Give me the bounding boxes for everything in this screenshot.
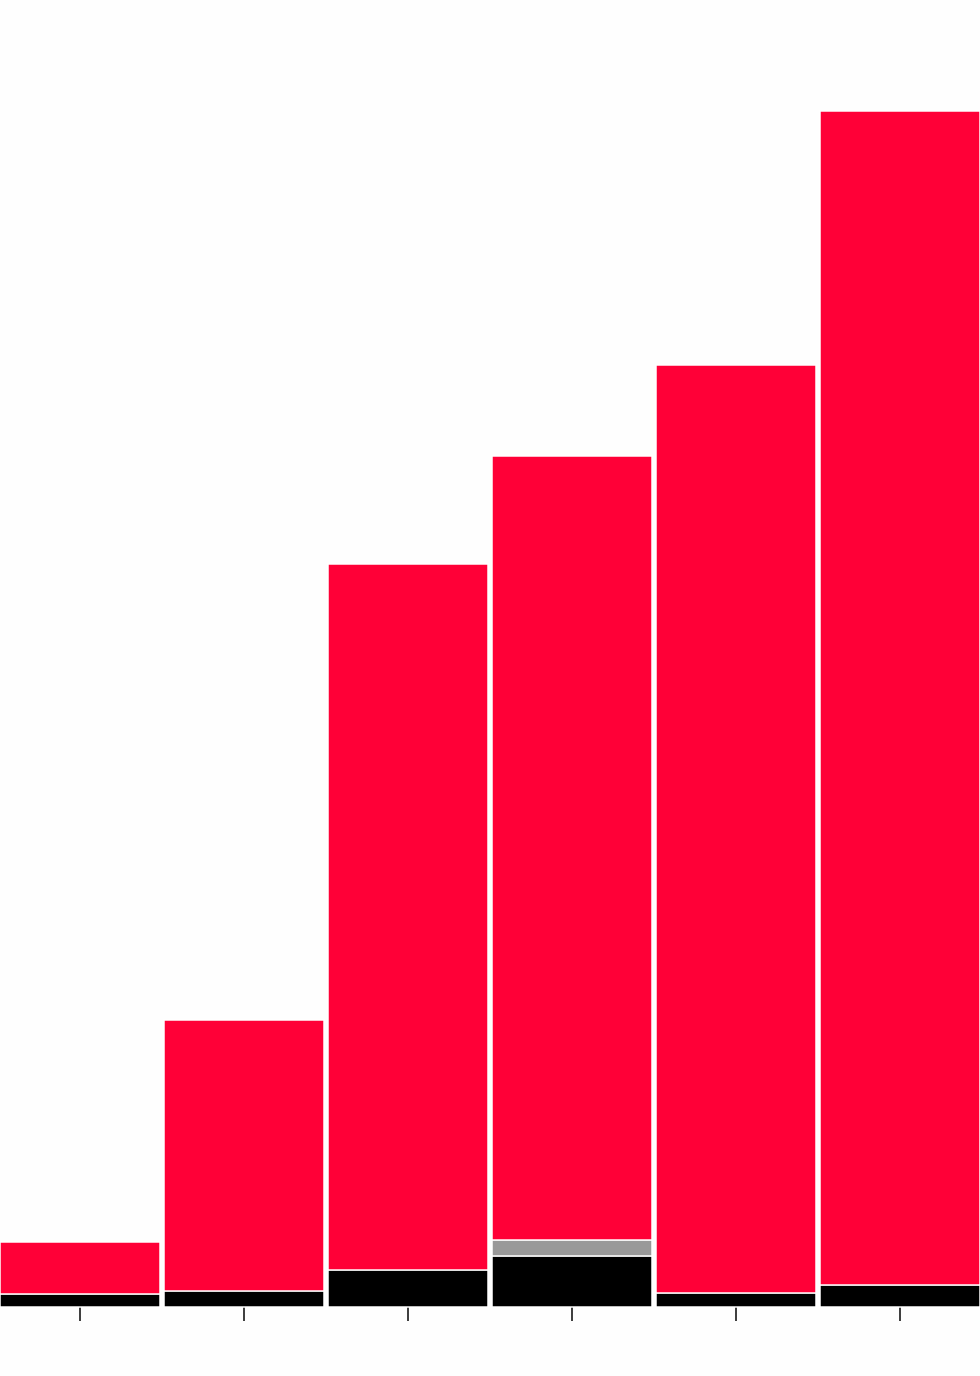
bar-segment [491, 1255, 653, 1308]
bar-segment [491, 455, 653, 1241]
bar-segment [327, 1269, 489, 1308]
bar-segment [0, 1293, 161, 1308]
bar-segment [491, 1239, 653, 1257]
bar-segment [163, 1290, 325, 1308]
bar-segment [0, 1241, 161, 1295]
bar-segment [819, 1284, 980, 1308]
bar-segment [655, 1292, 817, 1308]
bar-segment [655, 364, 817, 1294]
bar-segment [163, 1019, 325, 1292]
bar-segment [327, 563, 489, 1271]
bar-segment [819, 110, 980, 1286]
